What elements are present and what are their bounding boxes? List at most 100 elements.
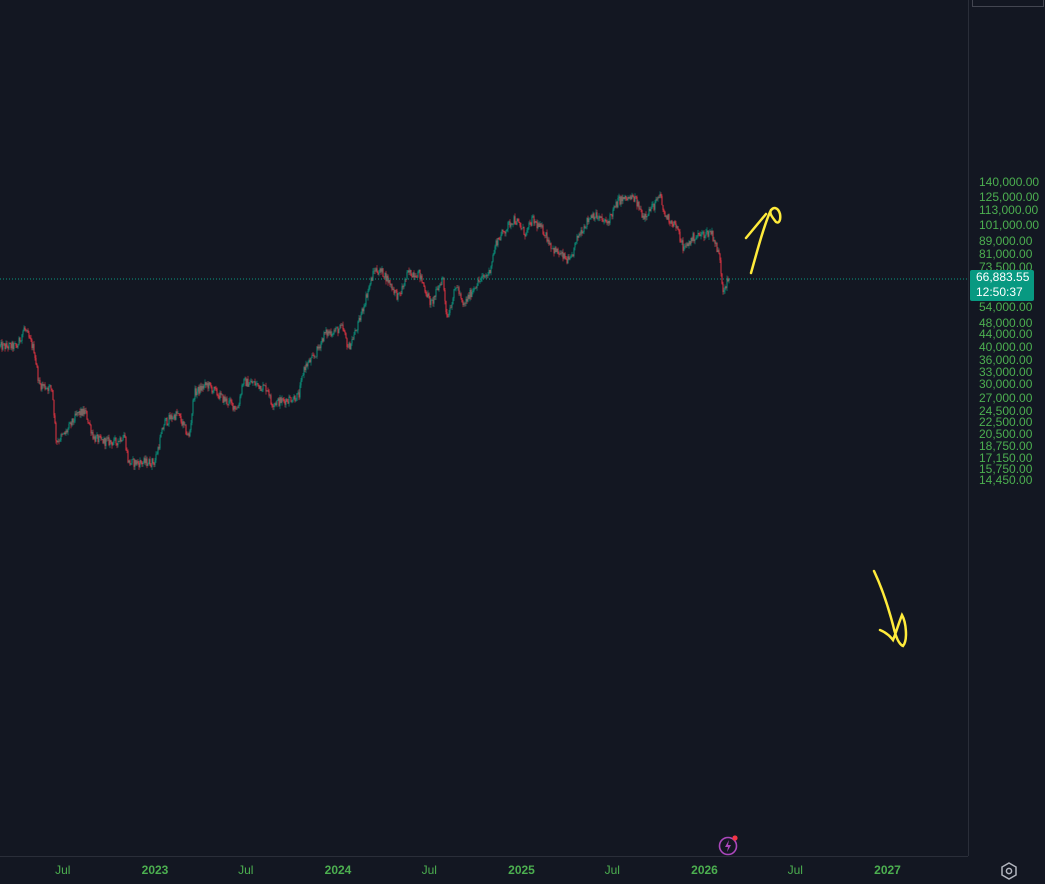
candle-down (215, 387, 216, 389)
candle-down (650, 209, 651, 211)
candle-up (548, 240, 549, 242)
candle-down (10, 343, 11, 344)
candle-up (570, 258, 571, 259)
candle-up (658, 197, 659, 199)
candle-up (312, 355, 313, 358)
candle-down (451, 308, 452, 309)
candle-up (374, 271, 375, 272)
candle-up (684, 247, 685, 251)
candle-up (638, 202, 639, 207)
up-arrow-drawing[interactable] (751, 208, 780, 273)
candle-down (594, 213, 595, 219)
candle-up (468, 295, 469, 302)
candle-down (637, 197, 638, 206)
candle-up (351, 343, 352, 349)
candle-down (607, 222, 608, 224)
candle-down (665, 212, 666, 217)
candle-down (541, 224, 542, 227)
candle-down (206, 382, 207, 385)
candle-up (506, 231, 507, 233)
candle-down (59, 441, 60, 442)
candle-down (670, 222, 671, 223)
candle-up (440, 284, 441, 286)
candle-up (571, 255, 572, 258)
candle-down (266, 385, 267, 391)
candle-up (229, 401, 230, 405)
down-arrow-drawing[interactable] (874, 571, 906, 646)
candle-down (566, 258, 567, 259)
candle-up (190, 430, 191, 436)
candle-up (553, 248, 554, 249)
candle-down (218, 395, 219, 396)
candle-down (435, 296, 436, 297)
candle-up (498, 238, 499, 245)
candle-down (692, 238, 693, 241)
candle-down (238, 408, 239, 409)
settings-icon[interactable] (1000, 862, 1018, 880)
candle-down (163, 428, 164, 429)
candle-up (538, 223, 539, 228)
candle-down (348, 347, 349, 348)
candle-down (93, 432, 94, 439)
candle-up (104, 438, 105, 443)
candle-up (493, 255, 494, 262)
candle-up (250, 382, 251, 384)
candle-down (236, 409, 237, 410)
candle-down (708, 230, 709, 236)
candle-down (524, 227, 525, 235)
candle-down (255, 381, 256, 385)
candle-down (272, 404, 273, 406)
candle-up (405, 279, 406, 286)
candle-up (572, 254, 573, 255)
candle-up (257, 383, 258, 384)
candle-up (309, 360, 310, 363)
candle-up (382, 268, 383, 271)
candle-up (470, 290, 471, 299)
candle-up (589, 219, 590, 222)
price-tick-label: 30,000.00 (979, 377, 1032, 391)
candle-up (364, 306, 365, 311)
candle-up (528, 227, 529, 230)
candle-up (725, 287, 726, 291)
candle-up (6, 343, 7, 349)
candle-up (193, 400, 194, 413)
candle-up (458, 287, 459, 288)
candle-down (88, 420, 89, 423)
candle-down (109, 437, 110, 445)
candle-down (338, 327, 339, 333)
candle-down (688, 243, 689, 246)
candle-down (636, 196, 637, 197)
candle-up (123, 438, 124, 441)
candle-down (462, 298, 463, 302)
candle-down (53, 390, 54, 400)
candle-down (646, 214, 647, 217)
candle-down (290, 397, 291, 398)
candle-up (443, 278, 444, 279)
candle-down (611, 214, 612, 215)
candle-up (714, 240, 715, 241)
candle-down (490, 270, 491, 273)
candle-down (25, 328, 26, 330)
candle-down (425, 287, 426, 292)
candle-up (593, 213, 594, 218)
candle-down (667, 216, 668, 220)
candle-up (428, 293, 429, 297)
candle-up (194, 399, 195, 400)
lightning-alert-icon[interactable] (718, 834, 740, 856)
price-tick-label: 125,000.00 (979, 190, 1039, 204)
candle-down (644, 216, 645, 219)
candle-down (325, 332, 326, 333)
price-chart[interactable] (0, 0, 968, 856)
candle-down (721, 260, 722, 273)
candle-down (484, 275, 485, 277)
candle-down (259, 385, 260, 389)
candle-down (128, 451, 129, 463)
candle-up (647, 216, 648, 217)
candle-up (22, 335, 23, 341)
candle-down (525, 235, 526, 237)
candle-down (597, 212, 598, 218)
candle-up (254, 381, 255, 382)
candle-down (515, 216, 516, 223)
